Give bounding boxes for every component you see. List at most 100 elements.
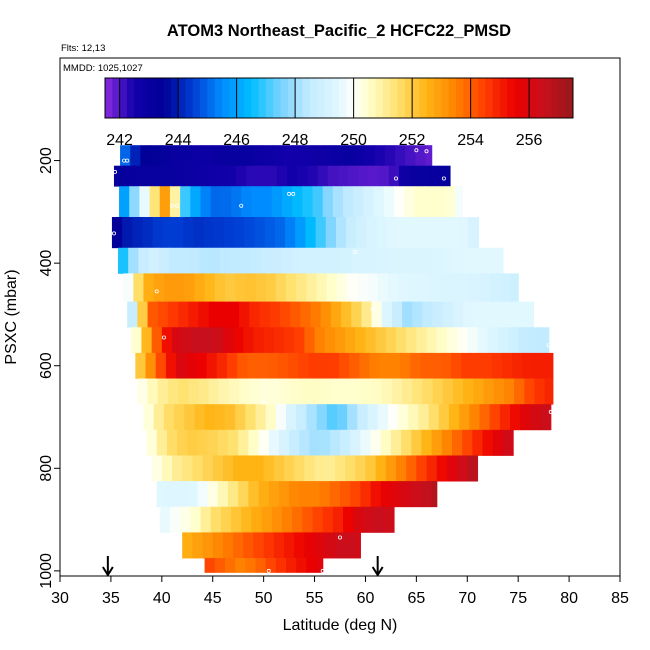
heatmap-cell (166, 481, 178, 508)
heatmap-cell (534, 378, 546, 405)
x-tick-label-60: 60 (357, 590, 375, 607)
heatmap-cell (261, 506, 273, 533)
heatmap-cell (418, 273, 430, 303)
data-marker (393, 176, 398, 181)
heatmap-cell (245, 404, 257, 431)
heatmap-cell (233, 532, 244, 559)
heatmap-cell (200, 506, 212, 533)
x-axis: 30 35 40 45 50 55 60 65 70 75 80 85 Lati… (51, 576, 629, 634)
heatmap-cell (361, 301, 373, 328)
heatmap-cell (157, 301, 169, 328)
heatmap-cell (234, 216, 245, 249)
y-tick-label-200: 200 (38, 147, 55, 174)
heatmap-cell (169, 186, 181, 218)
heatmap-cell (381, 378, 393, 405)
heatmap-cell (372, 247, 384, 274)
heatmap-cell (301, 247, 313, 274)
heatmap-cell (233, 455, 244, 482)
heatmap-cell (242, 145, 254, 167)
heatmap-cell (510, 404, 521, 431)
x-tick-label-50: 50 (255, 590, 273, 607)
heatmap-cell (286, 273, 297, 303)
colorbar-cell (463, 78, 472, 118)
heatmap-cell (398, 273, 409, 303)
heatmap-cell (329, 429, 341, 456)
data-marker (370, 307, 375, 312)
data-marker (266, 568, 271, 573)
heatmap-cell (258, 429, 270, 456)
heatmap-cell (473, 301, 485, 328)
heatmap-cell (319, 481, 331, 508)
heatmap-cell (210, 506, 222, 533)
heatmap-cell (385, 455, 397, 482)
heatmap-cell (139, 186, 151, 218)
heatmap-cell (324, 455, 336, 482)
heatmap-cell (172, 327, 183, 354)
heatmap-cell (288, 352, 299, 379)
heatmap-cell (251, 186, 263, 218)
heatmap-cell (216, 352, 228, 379)
heatmap-cell (209, 247, 221, 274)
heatmap-cell (316, 558, 324, 573)
colorbar-cell (353, 78, 362, 118)
data-marker (169, 203, 174, 208)
heatmap-cell (278, 429, 290, 456)
heatmap-cell (344, 145, 355, 167)
heatmap-cell (224, 273, 236, 303)
heatmap-cell (340, 429, 351, 456)
heatmap-cell (179, 247, 190, 274)
data-marker (337, 535, 342, 540)
heatmap-cell (293, 145, 304, 167)
heatmap-cell (297, 165, 309, 187)
colorbar-cell (178, 78, 186, 118)
heatmap-cell (385, 327, 397, 354)
heatmap-cell (422, 301, 434, 328)
y-tick-marks (54, 160, 60, 572)
heatmap-cell (244, 216, 256, 249)
heatmap-cell (177, 429, 188, 456)
heatmap-cell (371, 301, 383, 328)
heatmap-cell (484, 247, 496, 274)
heatmap-cell (134, 165, 146, 187)
heatmap-cell (181, 145, 192, 167)
heatmap-cell (375, 455, 387, 482)
heatmap-cell (271, 186, 283, 218)
colorbar-divider-lines (119, 78, 530, 118)
heatmap-cell (314, 455, 326, 482)
colorbar-cell (280, 78, 289, 118)
heatmap-cell (133, 273, 145, 303)
heatmap-cell (158, 247, 170, 274)
heatmap-cell (332, 186, 344, 218)
colorbar-cell (243, 78, 252, 118)
data-marker (239, 203, 244, 208)
heatmap-cell (321, 247, 333, 274)
heatmap-cell (201, 145, 213, 167)
heatmap-cell (502, 429, 514, 456)
heatmap-cell (436, 455, 448, 482)
heatmap-cell (193, 216, 205, 249)
heatmap-cell (294, 327, 305, 354)
heatmap-cell (510, 273, 519, 303)
plot-frame (59, 57, 621, 577)
heatmap-cell (438, 273, 450, 303)
heatmap-cell (477, 327, 489, 354)
heatmap-cell (169, 506, 181, 533)
heatmap-cell (188, 301, 200, 328)
heatmap-cell (336, 404, 348, 431)
heatmap-cell (302, 506, 314, 533)
heatmap-cell (503, 301, 515, 328)
heatmap-cell (345, 532, 356, 559)
heatmap-cell (186, 352, 198, 379)
heatmap-cell (204, 558, 216, 573)
heatmap-cell (258, 481, 270, 508)
heatmap-cell (120, 145, 131, 167)
heatmap-cell (390, 481, 402, 508)
colorbar-cell (382, 78, 391, 118)
colorbar-frame (104, 77, 574, 119)
heatmap-cell (118, 247, 129, 274)
heatmap-cell (235, 404, 246, 431)
x-tick-label-40: 40 (153, 590, 171, 607)
heatmap-cell (453, 301, 464, 328)
heatmap-cell (367, 404, 379, 431)
heatmap-cell (306, 558, 318, 573)
